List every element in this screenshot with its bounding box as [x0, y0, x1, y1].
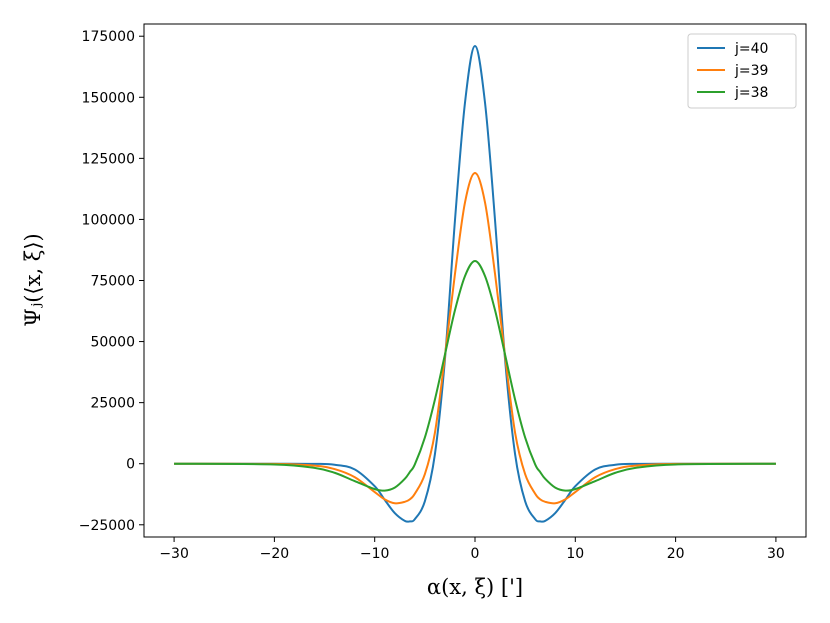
y-axis-label: Ψⱼ(⟨x, ξ⟩) — [21, 233, 45, 327]
x-tick-label: 20 — [667, 546, 685, 562]
x-tick-label: −30 — [159, 546, 189, 562]
y-tick-label: 50000 — [90, 335, 135, 351]
x-tick-label: 10 — [566, 546, 584, 562]
x-axis: −30 −20 −10 0 10 20 30 — [159, 537, 785, 562]
y-tick-label: 75000 — [90, 274, 135, 290]
series-line-j=40 — [174, 44, 776, 523]
y-tick-label: 125000 — [82, 151, 135, 167]
y-tick-label: 25000 — [90, 396, 135, 412]
x-axis-label: α(x, ξ) ['] — [427, 575, 523, 599]
series-line-j=39 — [174, 172, 776, 505]
legend: j=40 j=39 j=38 — [687, 33, 797, 109]
legend-label-j=39: j=39 — [734, 63, 768, 79]
legend-box — [687, 33, 797, 109]
y-tick-label: 0 — [126, 457, 135, 473]
x-tick-label: 0 — [471, 546, 480, 562]
y-tick-label: −25000 — [79, 518, 135, 534]
y-tick-label: 150000 — [82, 90, 135, 106]
legend-label-j=38: j=38 — [734, 85, 768, 101]
x-tick-label: −10 — [360, 546, 390, 562]
x-tick-label: 30 — [767, 546, 785, 562]
y-tick-label: 100000 — [82, 212, 135, 228]
legend-label-j=40: j=40 — [734, 41, 768, 57]
y-tick-label: 175000 — [82, 29, 135, 45]
series-line-j=38 — [174, 259, 776, 492]
x-tick-label: −20 — [260, 546, 290, 562]
y-axis: −25000 0 25000 50000 75000 100000 125000 150000… — [79, 29, 144, 534]
